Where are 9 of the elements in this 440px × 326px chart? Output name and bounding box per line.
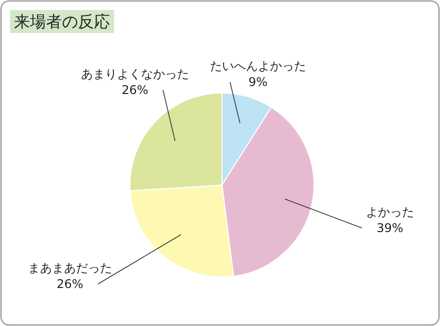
slice-label: まあまあだった xyxy=(28,261,112,275)
data-label: 9% xyxy=(248,75,268,89)
slice-label: あまりよくなかった xyxy=(81,67,189,81)
slice-label: よかった xyxy=(366,205,414,219)
data-label: 26% xyxy=(56,277,84,291)
data-label: 39% xyxy=(376,221,404,235)
slice-label: たいへんよかった xyxy=(210,59,306,73)
data-label: 26% xyxy=(122,83,148,97)
chart-title: 来場者の反応 xyxy=(14,12,110,31)
